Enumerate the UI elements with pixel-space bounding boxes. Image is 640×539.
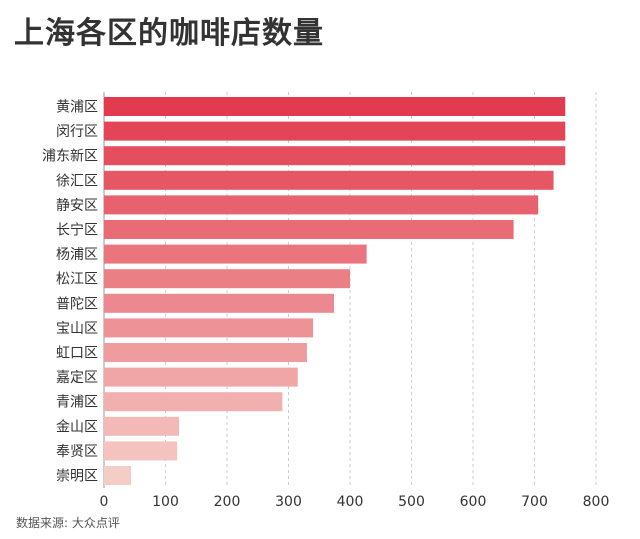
category-label-14: 金山区 [56,419,98,435]
category-label-7: 杨浦区 [56,247,98,263]
category-label-12: 嘉定区 [56,370,98,386]
category-label-2: 闵行区 [56,124,98,140]
bar-5 [104,195,539,215]
bar-2 [104,121,566,141]
bar-8 [104,269,350,289]
category-label-13: 青浦区 [56,395,98,411]
x-tick-label-700: 700 [521,494,548,510]
category-label-4: 徐汇区 [56,173,98,189]
bar-7 [104,244,367,264]
x-tick-label-300: 300 [275,494,302,510]
category-label-6: 长宁区 [56,222,98,239]
x-tick-label-200: 200 [214,494,241,510]
category-label-11: 虹口区 [56,346,98,362]
category-label-10: 宝山区 [56,321,98,337]
bar-9 [104,293,335,313]
category-label-1: 黄浦区 [56,99,98,116]
bar-11 [104,343,307,362]
bar-10 [104,318,314,338]
bar-12 [104,367,298,387]
bar-15 [104,441,178,461]
x-tick-label-0: 0 [100,494,109,510]
bar-3 [104,146,566,166]
x-tick-label-800: 800 [583,494,610,510]
x-tick-label-400: 400 [337,494,364,510]
category-label-8: 松江区 [56,272,98,288]
x-tick-label-100: 100 [152,494,179,510]
bar-4 [104,170,554,190]
bar-14 [104,416,180,436]
x-tick-label-500: 500 [398,494,425,510]
chart-title: 上海各区的咖啡店数量 [14,16,324,51]
category-label-16: 崇明区 [56,469,98,485]
category-label-5: 静安区 [56,198,98,214]
category-label-9: 普陀区 [56,296,98,312]
x-tick-label-600: 600 [460,494,487,510]
category-label-15: 奉贤区 [56,444,98,460]
bar-16 [104,466,132,485]
bar-1 [104,97,566,116]
category-label-3: 浦东新区 [42,149,98,165]
bar-13 [104,392,283,412]
bar-6 [104,220,514,239]
data-source-note: 数据来源: 大众点评 [16,516,120,530]
